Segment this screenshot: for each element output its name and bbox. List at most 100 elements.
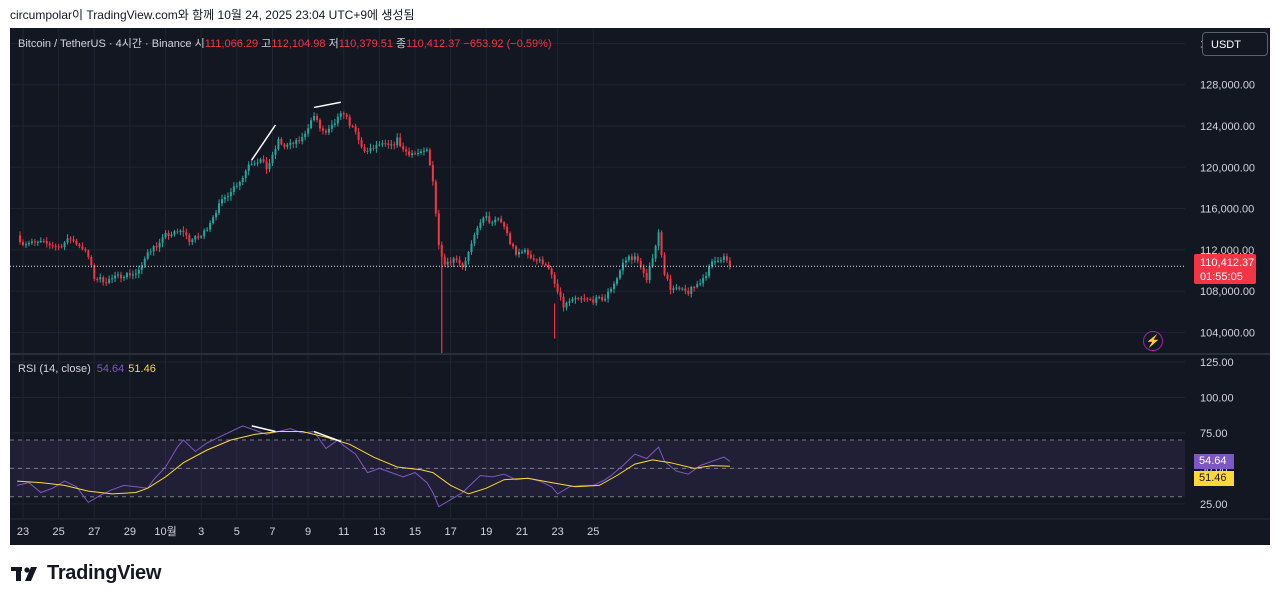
candle-body <box>482 217 485 223</box>
candle-body <box>719 260 722 262</box>
lightning-icon[interactable]: ⚡ <box>1143 331 1163 351</box>
candle-body <box>155 246 158 248</box>
candle-body <box>476 228 479 236</box>
candle-body <box>669 278 672 290</box>
candle <box>702 274 705 287</box>
candle-body <box>722 256 725 261</box>
candle <box>630 253 633 265</box>
candle-body <box>639 260 642 268</box>
candle <box>292 141 295 149</box>
candle-body <box>36 241 39 243</box>
candle <box>155 242 158 252</box>
candle <box>363 144 366 153</box>
time-tick-label: 19 <box>480 526 492 538</box>
candle <box>627 254 630 263</box>
candle <box>301 132 304 145</box>
candle-body <box>589 298 592 300</box>
candle <box>262 155 265 164</box>
candle-body <box>241 178 244 183</box>
candle-body <box>393 144 396 146</box>
candle <box>229 187 232 201</box>
candle-body <box>313 115 316 121</box>
candle <box>538 256 541 264</box>
candle <box>476 225 479 239</box>
candle-body <box>262 159 265 162</box>
candle <box>690 285 693 298</box>
candle-body <box>253 163 256 165</box>
candle-body <box>702 278 705 284</box>
candle-body <box>27 243 30 245</box>
candle <box>577 296 580 301</box>
candle <box>351 124 354 128</box>
candle-body <box>520 251 523 253</box>
candle-body <box>678 287 681 290</box>
candle-body <box>164 233 167 238</box>
candle <box>321 125 324 135</box>
candle <box>375 140 378 153</box>
candle <box>467 250 470 265</box>
candle <box>616 276 618 286</box>
candle <box>669 274 672 295</box>
candle <box>666 272 669 281</box>
candle <box>485 211 488 221</box>
candle <box>598 295 601 300</box>
chart-canvas[interactable]: 104,000.00 108,000.00 112,000.00 116,000.00… <box>10 28 1270 545</box>
candle <box>128 269 131 279</box>
candle <box>405 146 408 156</box>
candle <box>455 255 458 263</box>
candle-body <box>128 273 131 276</box>
candle-body <box>363 147 366 152</box>
candle <box>188 233 191 246</box>
candle-body <box>494 219 497 223</box>
candle-body <box>633 256 636 260</box>
candle-body <box>271 154 274 164</box>
candle <box>182 226 185 237</box>
candle-body <box>206 229 209 231</box>
candle <box>378 141 381 147</box>
candle <box>298 136 301 144</box>
candle <box>75 238 78 246</box>
candle-body <box>544 264 547 266</box>
candle <box>610 287 613 294</box>
candle <box>316 113 319 123</box>
candle-body <box>705 276 708 279</box>
candle-body <box>310 120 313 129</box>
candle-body <box>215 212 218 218</box>
chart-area[interactable]: 104,000.00 108,000.00 112,000.00 116,000.00… <box>10 28 1270 545</box>
candle <box>535 258 538 265</box>
candle-body <box>711 261 714 267</box>
candle <box>120 271 123 283</box>
candle <box>547 261 550 270</box>
candle-body <box>140 265 143 270</box>
candle <box>678 285 681 291</box>
candle <box>244 169 247 183</box>
candle <box>265 157 268 174</box>
candle-body <box>238 182 241 186</box>
candle <box>354 123 357 135</box>
last-price-badge: 110,412.37 01:55:05 <box>1194 254 1256 284</box>
currency-button[interactable]: USDT <box>1202 32 1268 56</box>
candle <box>134 268 137 279</box>
price-tick-label: 112,000.00 <box>1200 245 1254 257</box>
candle-body <box>93 265 96 279</box>
candle-body <box>681 288 684 290</box>
rsi-ma-line <box>17 431 730 495</box>
candle <box>586 297 589 303</box>
candle-body <box>342 113 345 115</box>
candle-body <box>316 115 319 120</box>
candle <box>725 253 728 263</box>
candle <box>396 133 399 148</box>
candle <box>72 235 75 243</box>
candle <box>36 240 39 246</box>
candle <box>22 239 24 247</box>
candle <box>271 151 274 167</box>
candle <box>48 241 51 249</box>
candle-body <box>402 146 405 150</box>
candle-body <box>675 287 678 289</box>
candle-body <box>616 278 618 284</box>
candle <box>722 253 725 263</box>
candle <box>324 128 327 135</box>
candle <box>209 220 212 233</box>
candle-body <box>229 192 232 197</box>
time-tick-label: 25 <box>587 526 599 538</box>
